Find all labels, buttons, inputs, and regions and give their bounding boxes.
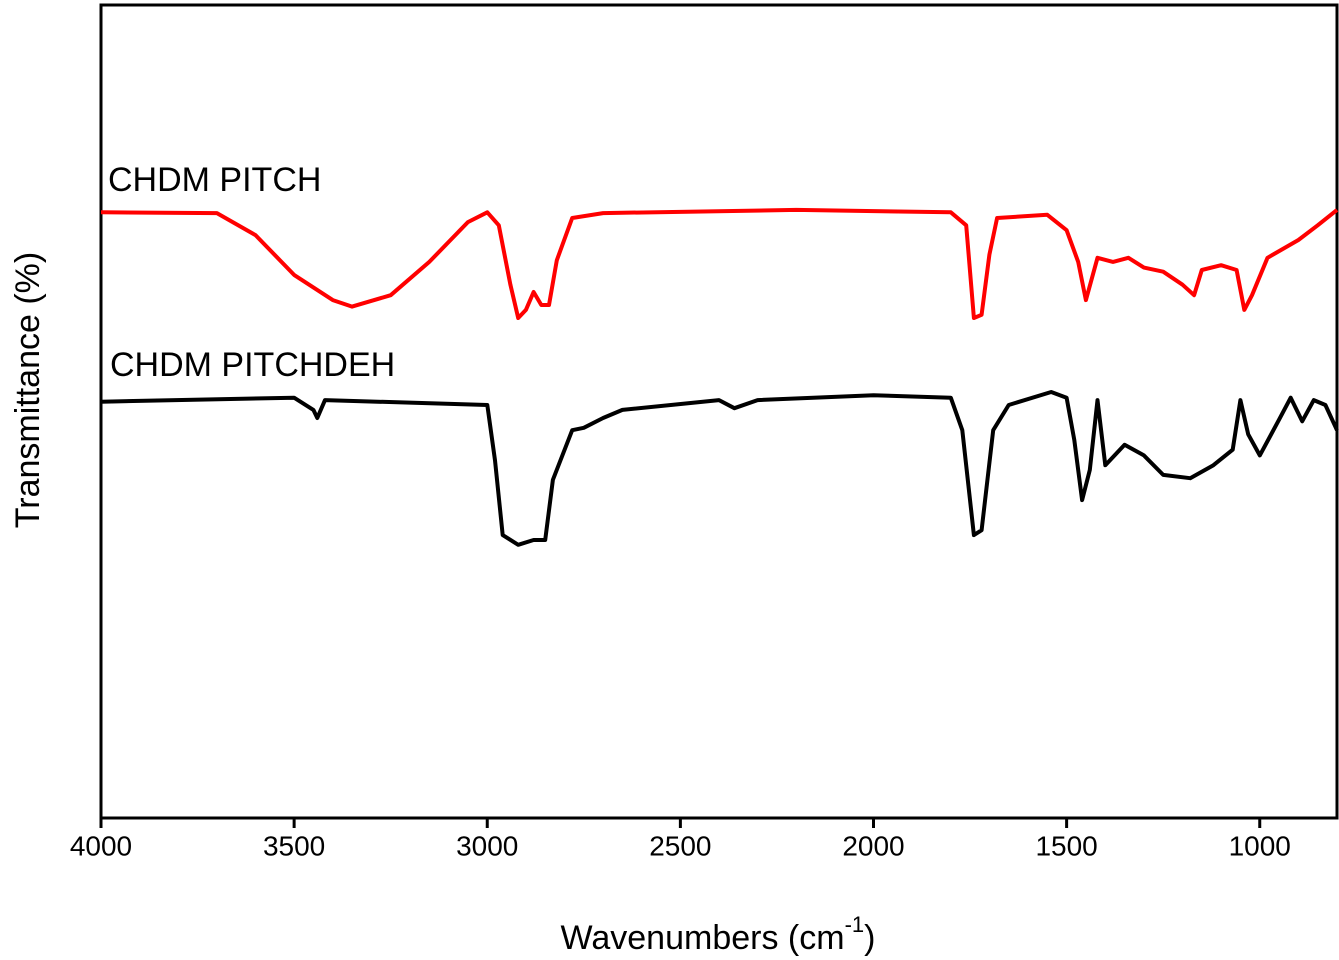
x-tick-label: 3500 <box>263 830 325 861</box>
x-axis-label-sup: -1 <box>845 912 865 937</box>
x-tick-label: 4000 <box>70 830 132 861</box>
x-tick-label: 3000 <box>456 830 518 861</box>
plot-frame <box>99 3 1339 820</box>
x-tick-label: 2000 <box>842 830 904 861</box>
x-axis-label-end: ) <box>864 919 875 957</box>
series-label: CHDM PITCHDEH <box>110 346 395 384</box>
x-tick-label: 1500 <box>1035 830 1097 861</box>
x-axis-label-main: Wavenumbers (cm <box>561 919 845 957</box>
series-label: CHDM PITCH <box>108 161 321 199</box>
x-axis-label: Wavenumbers (cm-1) <box>561 912 876 957</box>
y-axis-label: Transmittance (%) <box>9 252 47 528</box>
x-tick-label: 2500 <box>649 830 711 861</box>
series-line <box>100 207 1339 320</box>
x-tick-label: 1000 <box>1229 830 1291 861</box>
series-line <box>100 390 1339 547</box>
